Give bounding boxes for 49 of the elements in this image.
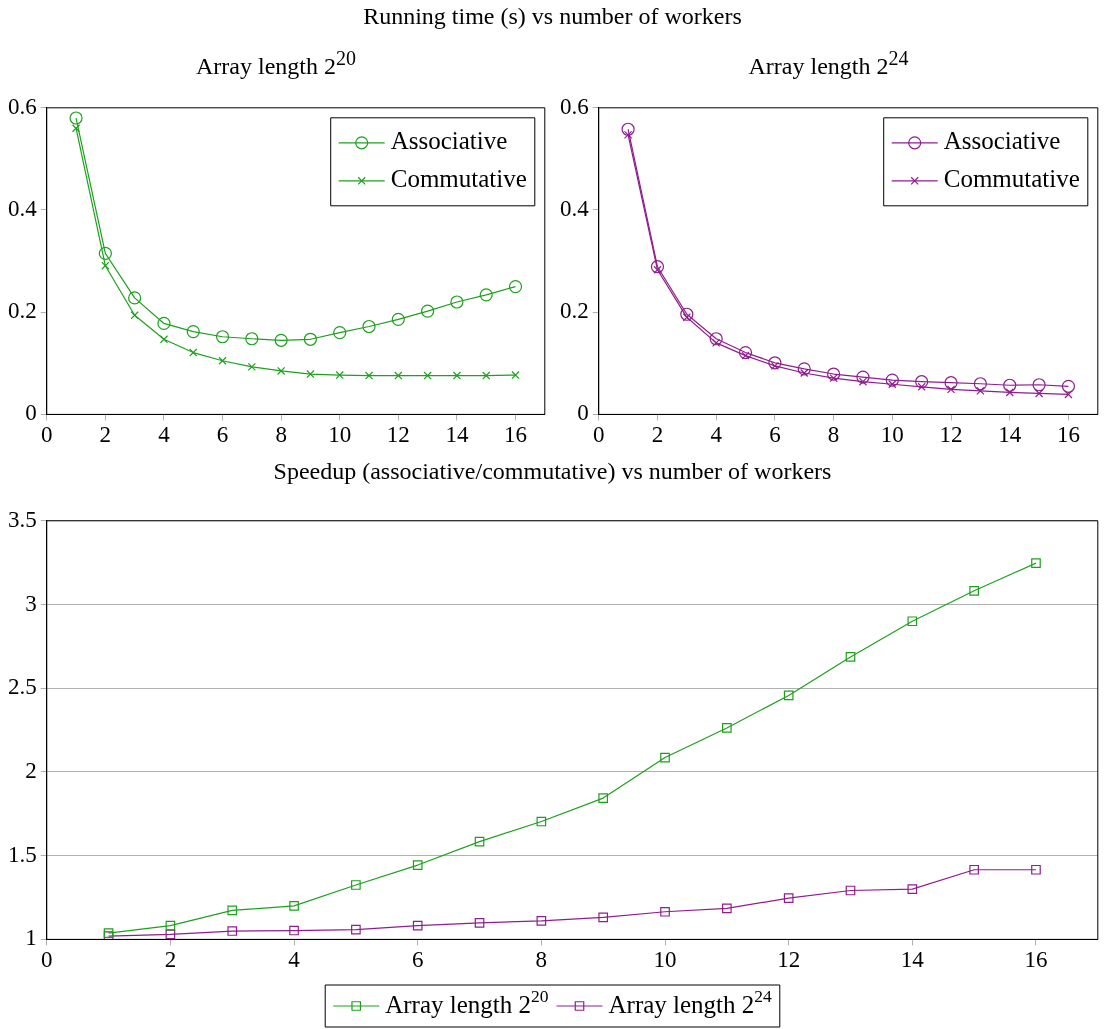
x-tick-label: 12 xyxy=(939,422,963,448)
x-tick-label: 2 xyxy=(164,947,177,973)
chart-title: Speedup (associative/commutative) vs number of workers xyxy=(272,457,833,486)
y-tick-label: 0.6 xyxy=(8,93,37,119)
x-tick-label: 2 xyxy=(99,422,112,448)
x-tick-label: 16 xyxy=(1024,947,1048,973)
x-tick-label: 0 xyxy=(593,422,605,448)
x-tick-label: 10 xyxy=(328,422,352,448)
x-tick-label: 8 xyxy=(827,422,840,448)
y-tick-label: 3 xyxy=(25,590,37,616)
y-tick-label: 0.2 xyxy=(8,298,37,324)
y-tick-label: 0.2 xyxy=(560,298,589,324)
chart-title: Array length 2$^{24}$ xyxy=(747,46,910,81)
x-tick-label: 4 xyxy=(288,947,301,973)
x-tick-label: 6 xyxy=(769,422,781,448)
legend-label: Commutative xyxy=(390,165,527,193)
y-tick-label: 0.6 xyxy=(560,93,589,119)
chart-title: Running time (s) vs number of workers xyxy=(362,2,743,31)
x-tick-label: 0 xyxy=(41,422,53,448)
x-tick-label: 12 xyxy=(386,422,410,448)
x-tick-label: 0 xyxy=(41,947,53,973)
y-tick-label: 0 xyxy=(25,400,37,426)
x-tick-label: 12 xyxy=(777,947,801,973)
x-tick-label: 4 xyxy=(158,422,171,448)
chart-subtitle: Array length 2$^{20}$ xyxy=(195,46,357,81)
x-tick-label: 8 xyxy=(535,947,548,973)
y-tick-label: 2.5 xyxy=(8,674,37,700)
x-tick-label: 10 xyxy=(653,947,677,973)
x-tick-label: 16 xyxy=(504,422,527,448)
x-tick-label: 6 xyxy=(411,947,424,973)
y-tick-label: 1 xyxy=(25,925,37,951)
x-tick-label: 16 xyxy=(1056,422,1080,448)
x-tick-label: 2 xyxy=(651,422,664,448)
legend-label: Associative xyxy=(943,127,1061,155)
x-tick-label: 14 xyxy=(445,422,469,448)
x-tick-label: 4 xyxy=(710,422,723,448)
y-tick-label: 3.5 xyxy=(8,506,37,532)
y-tick-label: 2 xyxy=(25,758,37,784)
y-tick-label: 0 xyxy=(577,400,589,426)
x-tick-label: 14 xyxy=(900,947,925,973)
legend-label: Associative xyxy=(390,127,508,155)
y-tick-label: 1.5 xyxy=(8,841,37,867)
y-tick-label: 0.4 xyxy=(8,196,38,222)
x-tick-label: 14 xyxy=(998,422,1022,448)
y-tick-label: 0.4 xyxy=(560,196,590,222)
legend-label: Commutative xyxy=(943,165,1080,193)
x-tick-label: 10 xyxy=(880,422,904,448)
x-tick-label: 6 xyxy=(216,422,229,448)
x-tick-label: 8 xyxy=(275,422,287,448)
